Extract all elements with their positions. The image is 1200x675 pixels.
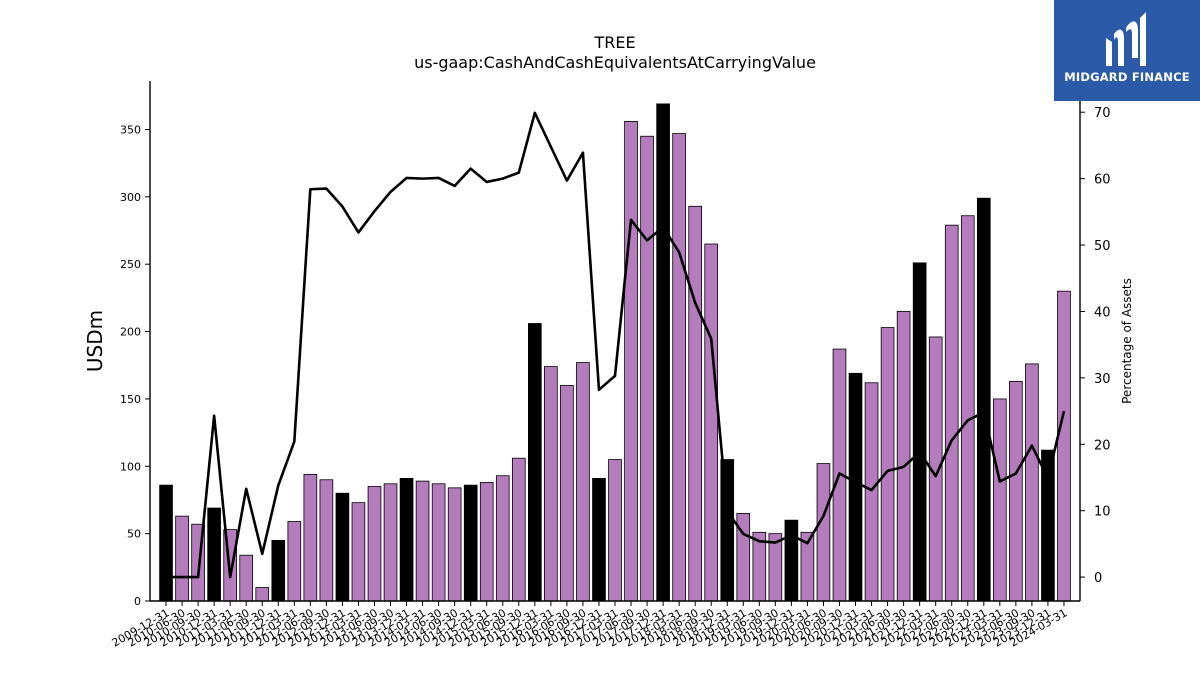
percentage-line-series <box>166 111 1066 579</box>
y2-axis-label: Percentage of Assets <box>1120 278 1134 404</box>
bar <box>576 362 590 602</box>
chart-subtitle: us-gaap:CashAndCashEquivalentsAtCarrying… <box>414 53 816 72</box>
bar <box>175 515 189 602</box>
bar <box>255 587 270 602</box>
logo-text: MIDGARD FINANCE <box>1064 70 1190 84</box>
y-tick-label: 100 <box>120 460 141 473</box>
bar <box>1057 290 1071 602</box>
bar <box>431 483 446 602</box>
bar <box>463 484 478 602</box>
bar <box>640 135 654 602</box>
bar <box>560 385 574 602</box>
bar <box>383 483 398 602</box>
bar <box>367 486 382 602</box>
bar <box>479 482 494 602</box>
bar <box>784 519 799 602</box>
bar <box>351 502 366 602</box>
bar <box>303 473 318 602</box>
bar <box>672 133 686 602</box>
percentage-line <box>166 111 1066 579</box>
y-tick-label: 50 <box>127 528 141 541</box>
bar <box>159 484 173 602</box>
bar <box>319 479 334 602</box>
bar <box>592 478 606 602</box>
bar <box>528 323 542 602</box>
y-axis-label: USDm <box>83 310 107 372</box>
bar <box>239 554 254 602</box>
bar-series <box>159 103 1071 602</box>
y2-tick-label: 10 <box>1094 505 1111 520</box>
bar <box>287 521 302 602</box>
bar <box>993 398 1007 602</box>
bar <box>704 243 719 602</box>
bar <box>544 366 558 602</box>
y-tick-label: 150 <box>120 393 141 406</box>
midgard-finance-logo: MIDGARD FINANCE <box>1054 0 1200 101</box>
bar <box>335 492 350 602</box>
bar <box>896 310 911 602</box>
y-tick-label: 300 <box>120 191 141 204</box>
logo-mark-icon <box>1106 12 1146 66</box>
bar <box>608 459 622 602</box>
bar <box>447 487 462 602</box>
bar <box>720 459 735 602</box>
bar <box>624 121 638 602</box>
bar <box>848 372 863 602</box>
bar <box>415 480 430 602</box>
bar <box>656 103 670 602</box>
bar <box>944 224 959 602</box>
bar <box>960 215 975 602</box>
axes: 0501001502002503003500102030405060702009… <box>110 81 1111 650</box>
bar <box>864 382 879 602</box>
y2-tick-label: 30 <box>1094 372 1111 387</box>
bar <box>912 262 927 602</box>
y-tick-label: 200 <box>120 326 141 339</box>
y2-tick-label: 40 <box>1094 305 1111 320</box>
chart-title: TREE <box>593 33 635 52</box>
bar <box>399 478 414 602</box>
y2-tick-label: 0 <box>1094 571 1102 586</box>
bar <box>1009 381 1023 602</box>
y2-tick-label: 50 <box>1094 239 1111 254</box>
y2-tick-label: 20 <box>1094 438 1111 453</box>
bar <box>688 205 702 602</box>
y-tick-label: 350 <box>120 123 141 136</box>
bar <box>976 197 991 602</box>
bar <box>495 475 510 602</box>
y2-tick-label: 70 <box>1094 106 1111 121</box>
y2-tick-label: 60 <box>1094 173 1111 188</box>
bar <box>880 327 895 602</box>
bar <box>207 507 221 602</box>
bar <box>511 457 526 602</box>
bar <box>816 463 831 602</box>
y-tick-label: 250 <box>120 258 141 271</box>
bar <box>271 539 286 602</box>
bar <box>1025 363 1039 602</box>
y-tick-label: 0 <box>134 595 141 608</box>
